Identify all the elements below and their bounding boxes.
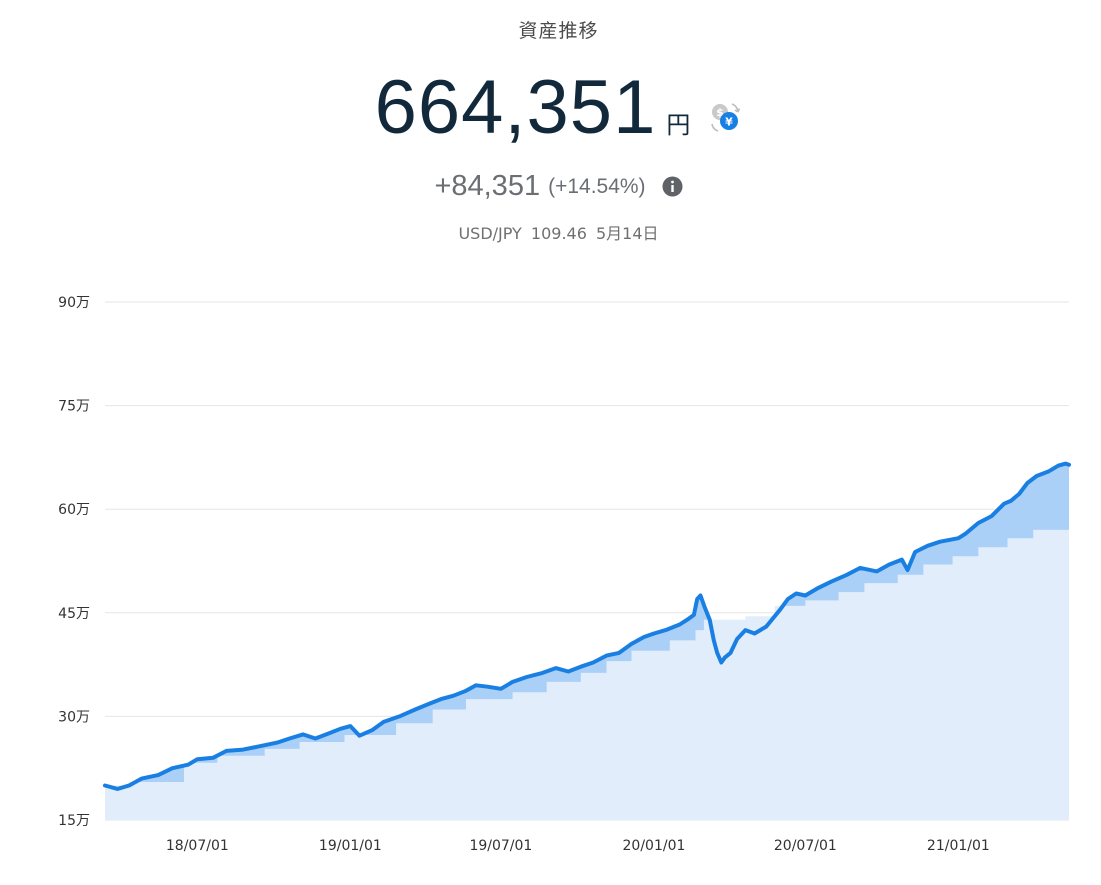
total-unit: 円 — [666, 111, 691, 139]
fx-pair: USD/JPY — [458, 224, 522, 243]
x-tick-label: 19/01/01 — [319, 838, 382, 854]
y-tick-label: 45万 — [58, 606, 90, 622]
x-tick-label: 19/07/01 — [469, 838, 532, 854]
valuation-line — [103, 461, 1071, 791]
total-value: 664,351 — [374, 65, 657, 150]
change-amount: +84,351 — [434, 170, 541, 202]
currency-switch-icon[interactable]: $ ¥ — [708, 100, 742, 134]
y-tick-label: 60万 — [58, 502, 90, 518]
y-tick-label: 30万 — [58, 709, 90, 725]
svg-text:¥: ¥ — [726, 116, 734, 129]
x-tick-label: 18/07/01 — [166, 838, 229, 854]
change-summary: +84,351 (+14.54%) — [0, 170, 1101, 203]
y-tick-label: 90万 — [58, 295, 90, 311]
svg-text:$: $ — [717, 106, 725, 119]
x-tick-label: 20/01/01 — [623, 838, 686, 854]
fx-rate: 109.46 — [530, 224, 587, 243]
fx-date: 5月14日 — [596, 224, 659, 243]
total-assets: 664,351 円 $ ¥ — [0, 70, 1101, 146]
page-title: 資産推移 — [518, 20, 599, 42]
info-icon[interactable] — [662, 176, 683, 197]
fx-rate-line: USD/JPY 109.46 5月14日 — [0, 220, 1101, 244]
x-tick-label: 20/07/01 — [774, 838, 837, 854]
y-tick-label: 75万 — [58, 399, 90, 415]
x-axis: 18/07/01 19/01/01 19/07/01 20/01/01 20/07/01… — [166, 838, 990, 854]
change-percent: (+14.54%) — [548, 174, 646, 198]
y-axis: 15万 30万 45万 60万 75万 90万 — [58, 295, 90, 829]
principal-area — [105, 529, 1069, 820]
x-tick-label: 21/01/01 — [927, 838, 990, 854]
y-tick-label: 15万 — [58, 813, 90, 829]
